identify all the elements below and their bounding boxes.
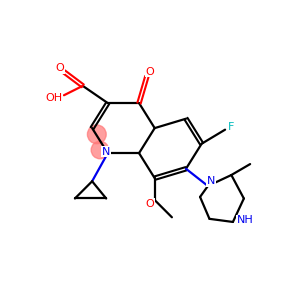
Text: N: N bbox=[102, 147, 110, 157]
Circle shape bbox=[87, 125, 106, 144]
Text: NH: NH bbox=[236, 215, 253, 225]
Text: O: O bbox=[56, 63, 64, 73]
Text: OH: OH bbox=[45, 93, 62, 103]
Text: F: F bbox=[228, 122, 235, 131]
Text: O: O bbox=[146, 199, 154, 209]
Circle shape bbox=[91, 141, 109, 159]
Text: N: N bbox=[207, 176, 215, 186]
Text: O: O bbox=[146, 67, 154, 77]
